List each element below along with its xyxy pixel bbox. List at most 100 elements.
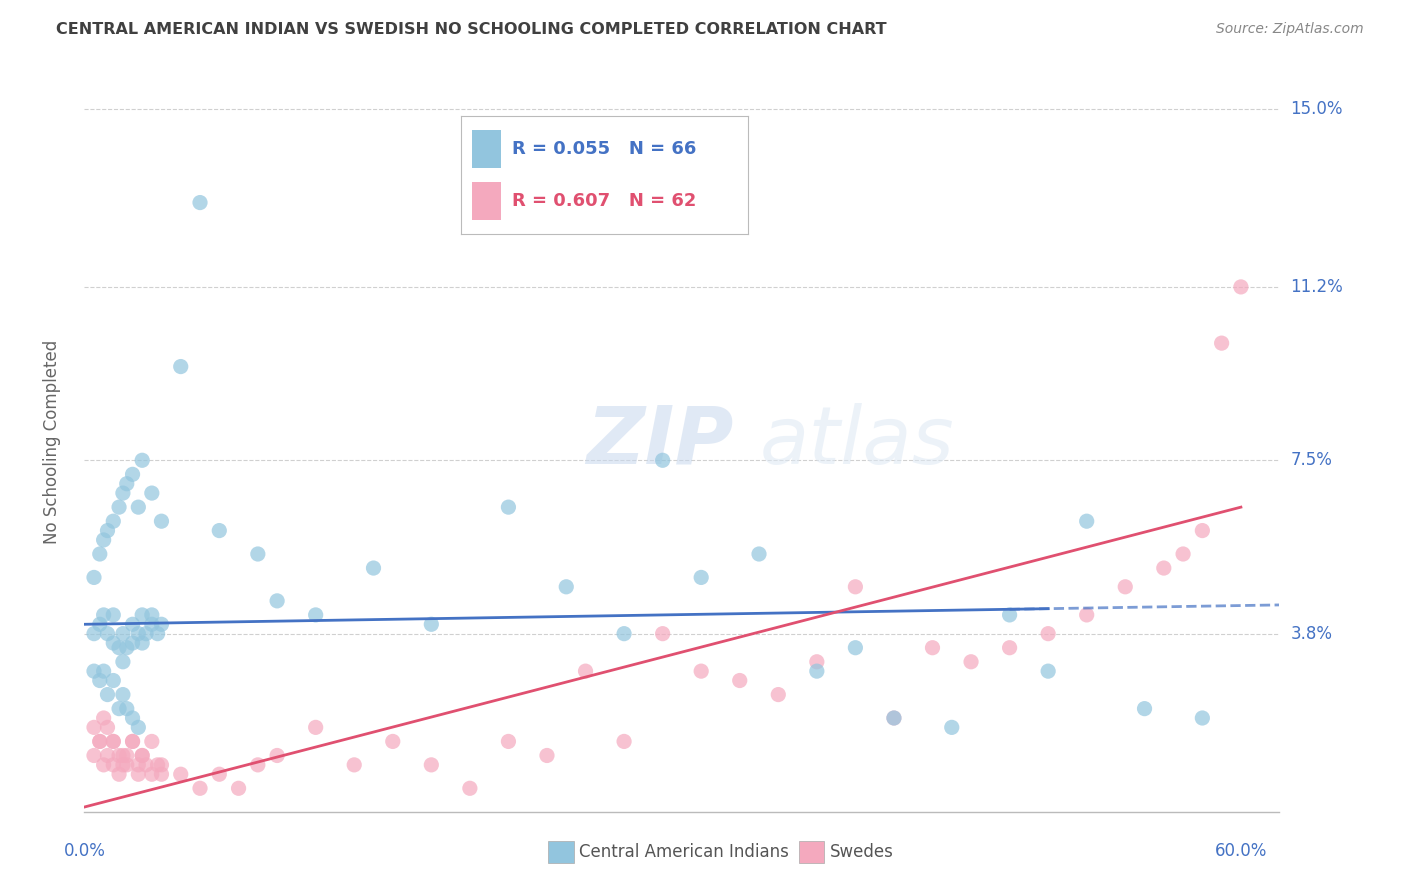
Text: CENTRAL AMERICAN INDIAN VS SWEDISH NO SCHOOLING COMPLETED CORRELATION CHART: CENTRAL AMERICAN INDIAN VS SWEDISH NO SC… <box>56 22 887 37</box>
Point <box>108 748 131 763</box>
Text: Central American Indians: Central American Indians <box>579 843 789 862</box>
Point <box>131 636 153 650</box>
Point <box>89 617 111 632</box>
Point <box>246 547 269 561</box>
Point <box>150 757 173 772</box>
Point <box>135 757 157 772</box>
Point <box>83 626 105 640</box>
Point <box>363 561 385 575</box>
Point <box>96 720 118 734</box>
Point <box>89 734 111 748</box>
Point <box>1211 336 1233 351</box>
Text: 0.0%: 0.0% <box>63 842 105 860</box>
Point <box>93 533 115 547</box>
Point <box>127 757 149 772</box>
Point <box>806 655 828 669</box>
Point <box>150 617 173 632</box>
Point <box>1036 626 1059 640</box>
Point <box>574 664 596 678</box>
Point <box>141 734 163 748</box>
Point <box>1191 711 1213 725</box>
Point <box>844 580 866 594</box>
Point <box>131 748 153 763</box>
Point <box>458 781 481 796</box>
Point <box>960 655 983 669</box>
Point <box>108 767 131 781</box>
Point <box>115 757 138 772</box>
Point <box>141 617 163 632</box>
Point <box>305 720 328 734</box>
Point <box>170 767 193 781</box>
Point <box>1133 701 1156 715</box>
Point <box>883 711 905 725</box>
Point <box>150 514 173 528</box>
Point <box>651 626 673 640</box>
Point <box>121 734 143 748</box>
Point <box>555 580 578 594</box>
Point <box>103 607 125 622</box>
Point <box>103 757 125 772</box>
Point <box>728 673 751 688</box>
Point <box>690 570 713 584</box>
Point <box>127 720 149 734</box>
Point <box>96 688 118 702</box>
Point <box>121 711 143 725</box>
Text: 3.8%: 3.8% <box>1291 624 1333 642</box>
Point <box>115 748 138 763</box>
Point <box>96 748 118 763</box>
Point <box>115 640 138 655</box>
Point <box>806 664 828 678</box>
Point <box>115 701 138 715</box>
Point <box>170 359 193 374</box>
Point <box>108 500 131 515</box>
Point <box>83 720 105 734</box>
Point <box>121 636 143 650</box>
Point <box>651 453 673 467</box>
Text: Swedes: Swedes <box>830 843 893 862</box>
Point <box>536 748 558 763</box>
Point <box>83 748 105 763</box>
Point <box>141 607 163 622</box>
Point <box>131 748 153 763</box>
Point <box>146 757 169 772</box>
Point <box>111 757 134 772</box>
Text: 11.2%: 11.2% <box>1291 278 1343 296</box>
Point <box>266 748 288 763</box>
Point <box>690 664 713 678</box>
Point <box>1171 547 1194 561</box>
Text: 15.0%: 15.0% <box>1291 100 1343 118</box>
Point <box>1076 514 1098 528</box>
Point <box>96 524 118 538</box>
Point <box>1230 280 1253 294</box>
Point <box>998 607 1021 622</box>
Point <box>127 500 149 515</box>
Point <box>768 688 790 702</box>
Point <box>998 640 1021 655</box>
Point <box>150 767 173 781</box>
Point <box>305 607 328 622</box>
Point <box>111 655 134 669</box>
Point <box>121 617 143 632</box>
Point <box>89 547 111 561</box>
Point <box>188 781 211 796</box>
Point <box>89 734 111 748</box>
Point <box>103 514 125 528</box>
Point <box>93 757 115 772</box>
Point <box>141 486 163 500</box>
Point <box>89 673 111 688</box>
Text: 60.0%: 60.0% <box>1215 842 1267 860</box>
Point <box>96 626 118 640</box>
Point <box>131 607 153 622</box>
Point <box>135 626 157 640</box>
Text: atlas: atlas <box>759 402 955 481</box>
Point <box>1153 561 1175 575</box>
Point <box>613 734 636 748</box>
Point <box>420 757 443 772</box>
Point <box>103 734 125 748</box>
Point <box>141 767 163 781</box>
Point <box>266 594 288 608</box>
Point <box>844 640 866 655</box>
Point <box>498 500 520 515</box>
Text: 7.5%: 7.5% <box>1291 451 1333 469</box>
Point <box>228 781 250 796</box>
